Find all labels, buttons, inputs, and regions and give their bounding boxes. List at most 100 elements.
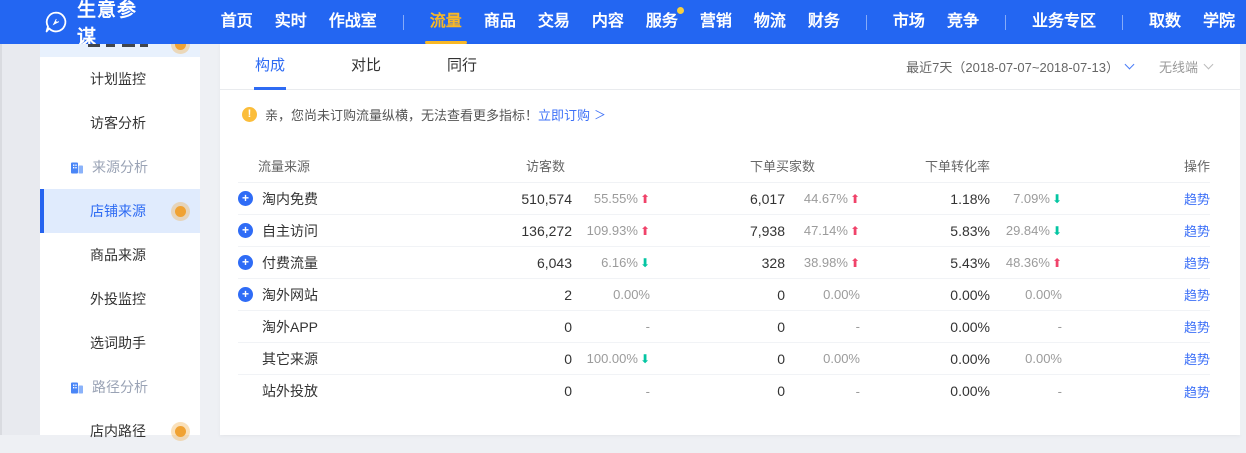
notification-dot bbox=[175, 206, 186, 217]
change-buyers: 44.67% ⬆ bbox=[785, 191, 860, 206]
clipped-text-fragment bbox=[106, 44, 115, 47]
date-range-selector[interactable]: 最近7天（2018-07-07~2018-07-13） bbox=[906, 57, 1135, 76]
change-value: 47.14% bbox=[803, 223, 848, 238]
subscription-notice: ! 亲，您尚未订购流量纵横，无法查看更多指标！ 立即订购 ＞ bbox=[242, 105, 1240, 124]
nav-item-竞争[interactable]: 竞争 bbox=[946, 13, 979, 30]
action-cell: 趋势 bbox=[1062, 349, 1210, 368]
tab-构成[interactable]: 构成 bbox=[255, 44, 285, 90]
change-value: - bbox=[1057, 383, 1062, 399]
sidebar-item-店内路径[interactable]: 店内路径 bbox=[40, 409, 200, 453]
expand-icon[interactable]: + bbox=[238, 287, 253, 302]
nav-item-首页[interactable]: 首页 bbox=[220, 13, 253, 30]
table-row: + 自主访问 136,272 109.93% ⬆ 7,938 47.14% ⬆ 5.83% 29.… bbox=[238, 215, 1210, 247]
conversion-value: 1.18% bbox=[950, 190, 990, 207]
tab-同行[interactable]: 同行 bbox=[447, 56, 478, 74]
subscribe-link[interactable]: 立即订购 bbox=[538, 108, 591, 123]
nav-divider bbox=[402, 14, 404, 30]
warning-icon: ! bbox=[242, 107, 257, 122]
arrow-up-icon: ⬆ bbox=[849, 191, 860, 206]
expand-icon[interactable]: + bbox=[238, 191, 253, 206]
brand[interactable]: 生意参谋 bbox=[44, 0, 138, 49]
visitors-value: 2 bbox=[564, 286, 572, 303]
action-cell: 趋势 bbox=[1062, 253, 1210, 272]
tab-对比[interactable]: 对比 bbox=[351, 56, 382, 74]
sidebar-item-计划监控[interactable]: 计划监控 bbox=[90, 71, 146, 87]
sidebar-item-clipped[interactable] bbox=[40, 44, 200, 57]
left-gutter bbox=[0, 44, 40, 435]
change-value: 48.36% bbox=[1005, 255, 1050, 270]
change-conversion: 0.00% bbox=[990, 351, 1062, 366]
nav-item-业务专区[interactable]: 业务专区 bbox=[1031, 13, 1096, 30]
action-cell: 趋势 bbox=[1062, 382, 1210, 401]
sidebar-section-label: 路径分析 bbox=[92, 379, 148, 395]
sidebar-item-外投监控[interactable]: 外投监控 bbox=[90, 291, 146, 307]
sidebar-item-访客分析[interactable]: 访客分析 bbox=[90, 115, 146, 131]
channel-label: 无线端 bbox=[1158, 60, 1198, 75]
arrow-down-icon: ⬇ bbox=[1051, 191, 1062, 206]
notification-dot bbox=[175, 44, 186, 50]
sidebar-item-店铺来源[interactable]: 店铺来源 bbox=[40, 189, 200, 233]
trend-link[interactable]: 趋势 bbox=[1183, 256, 1210, 271]
nav-item-交易[interactable]: 交易 bbox=[537, 13, 570, 30]
change-value: 44.67% bbox=[803, 191, 848, 206]
action-cell: 趋势 bbox=[1062, 221, 1210, 240]
table-row: 站外投放 0 - 0 - 0.00% - 趋势 bbox=[238, 375, 1210, 407]
notification-dot bbox=[175, 426, 186, 437]
arrow-up-icon: ⬆ bbox=[1051, 255, 1062, 270]
nav-item-市场[interactable]: 市场 bbox=[892, 13, 925, 30]
change-buyers: 0.00% bbox=[785, 287, 860, 302]
page: 生意参谋 首页 实时 作战室 流量 商品 交易 内容 服务 营销 物流 财务 市场 竞争 业务专区 取数 学院… bbox=[0, 0, 1246, 435]
expand-icon[interactable]: + bbox=[238, 255, 253, 270]
nav-divider bbox=[1004, 14, 1006, 30]
header-controls: 最近7天（2018-07-07~2018-07-13） 无线端 bbox=[906, 57, 1214, 76]
buyers-value: 0 bbox=[777, 318, 785, 335]
change-value: 6.16% bbox=[601, 255, 638, 270]
notice-arrow: ＞ bbox=[594, 108, 607, 122]
change-conversion: 48.36% ⬆ bbox=[990, 255, 1062, 270]
buyers-value: 0 bbox=[777, 383, 785, 399]
nav-item-实时[interactable]: 实时 bbox=[274, 13, 307, 30]
arrow-down-icon: ⬇ bbox=[639, 255, 650, 270]
visitors-value: 0 bbox=[564, 318, 572, 335]
nav-item-营销[interactable]: 营销 bbox=[699, 13, 732, 30]
nav-item-物流[interactable]: 物流 bbox=[753, 13, 786, 30]
sidebar-item-选词助手[interactable]: 选词助手 bbox=[90, 335, 146, 351]
trend-link[interactable]: 趋势 bbox=[1183, 352, 1210, 367]
nav-item-服务[interactable]: 服务 bbox=[646, 0, 684, 44]
visitors-value: 510,574 bbox=[521, 190, 572, 207]
source-name: 付费流量 bbox=[262, 254, 318, 271]
change-buyers: - bbox=[785, 319, 860, 334]
trend-link[interactable]: 趋势 bbox=[1183, 224, 1210, 239]
nav-menu: 首页 实时 作战室 流量 商品 交易 内容 服务 营销 物流 财务 市场 竞争 业务专区 取数 学院 bbox=[210, 0, 1246, 44]
sidebar-item-商品来源[interactable]: 商品来源 bbox=[90, 247, 146, 263]
nav-item-作战室[interactable]: 作战室 bbox=[328, 13, 377, 30]
nav-item-内容[interactable]: 内容 bbox=[591, 13, 624, 30]
trend-link[interactable]: 趋势 bbox=[1183, 384, 1210, 400]
change-value: - bbox=[1057, 319, 1062, 334]
notice-text: 亲，您尚未订购流量纵横，无法查看更多指标！ bbox=[265, 108, 539, 123]
change-value: 0.00% bbox=[1025, 287, 1062, 302]
buyers-value: 6,017 bbox=[749, 190, 785, 207]
top-nav: 生意参谋 首页 实时 作战室 流量 商品 交易 内容 服务 营销 物流 财务 市场 竞争 业务专区 取数 学院 bbox=[0, 0, 1246, 48]
nav-item-流量[interactable]: 流量 bbox=[430, 0, 462, 44]
nav-item-学院[interactable]: 学院 bbox=[1202, 13, 1235, 30]
nav-item-商品[interactable]: 商品 bbox=[483, 13, 516, 30]
column-header-访客数: 访客数 bbox=[525, 159, 565, 174]
trend-link[interactable]: 趋势 bbox=[1183, 192, 1210, 207]
change-buyers: - bbox=[785, 384, 860, 399]
date-range-label: 最近7天（2018-07-07~2018-07-13） bbox=[906, 60, 1119, 75]
trend-link[interactable]: 趋势 bbox=[1183, 320, 1210, 335]
clipped-text-fragment bbox=[122, 44, 135, 47]
expand-icon[interactable]: + bbox=[238, 223, 253, 238]
table-row: 其它来源 0 100.00% ⬇ 0 0.00% 0.00% 0.00% 趋势 bbox=[238, 343, 1210, 375]
nav-item-财务[interactable]: 财务 bbox=[807, 13, 840, 30]
change-value: 7.09% bbox=[1013, 191, 1050, 206]
channel-selector[interactable]: 无线端 bbox=[1158, 57, 1214, 76]
clipped-text-fragment bbox=[140, 44, 148, 47]
trend-link[interactable]: 趋势 bbox=[1183, 288, 1210, 303]
conversion-value: 0.00% bbox=[950, 286, 990, 303]
action-cell: 趋势 bbox=[1062, 189, 1210, 208]
arrow-down-icon: ⬇ bbox=[639, 351, 650, 366]
change-value: 29.84% bbox=[1005, 223, 1050, 238]
nav-item-取数[interactable]: 取数 bbox=[1148, 13, 1181, 30]
